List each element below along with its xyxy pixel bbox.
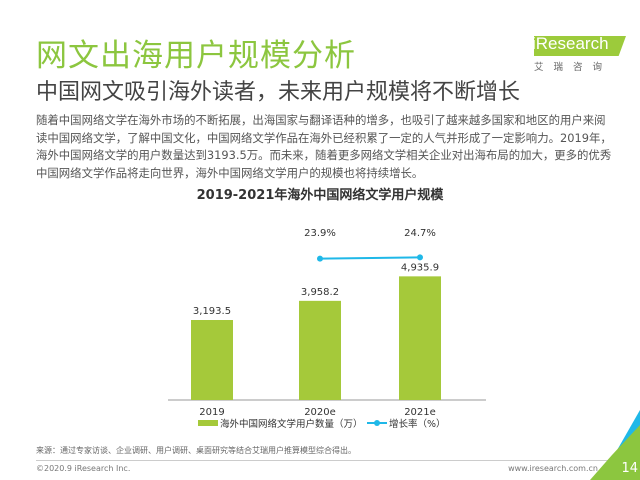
growth-point [417, 254, 423, 261]
chart-title: 2019-2021年海外中国网络文学用户规模 [196, 188, 444, 203]
bar-label: 3,193.5 [193, 306, 231, 317]
copyright: ©2020.9 iResearch Inc. [36, 464, 131, 473]
legend-bar-label: 海外中国网络文学用户数量（万） [220, 418, 363, 430]
x-tick-label: 2019 [199, 407, 224, 418]
growth-label: 23.9% [304, 228, 336, 239]
growth-line [319, 256, 421, 260]
page-title: 网文出海用户规模分析 [36, 38, 356, 74]
page-number: 14 [621, 461, 638, 476]
x-tick-label: 2021e [404, 407, 436, 418]
bar-label: 3,958.2 [301, 287, 339, 298]
growth-point [317, 255, 323, 262]
bar [191, 320, 233, 400]
page-subtitle: 中国网文吸引海外读者，未来用户规模将不断增长 [36, 80, 521, 105]
legend-line-marker [374, 420, 380, 426]
iresearch-logo: iResearch 艾瑞咨询 [526, 34, 626, 74]
growth-label: 24.7% [404, 228, 436, 239]
bar [299, 300, 341, 400]
footer-divider [36, 460, 612, 461]
body-text: 随着中国网络文学在海外市场的不断拓展，出海国家与翻译语种的增多，也吸引了越来越多… [36, 113, 612, 180]
bar-label: 4,935.9 [401, 262, 439, 273]
source-note: 来源：通过专家访谈、企业调研、用户调研、桌面研究等结合艾瑞用户推算模型综合得出。 [36, 446, 356, 455]
legend-line-label: 增长率（%） [389, 418, 446, 430]
x-tick-label: 2020e [304, 407, 336, 418]
legend-bar-swatch [198, 420, 218, 426]
website-url: www.iresearch.com.cn [508, 464, 598, 473]
bar [399, 276, 441, 400]
